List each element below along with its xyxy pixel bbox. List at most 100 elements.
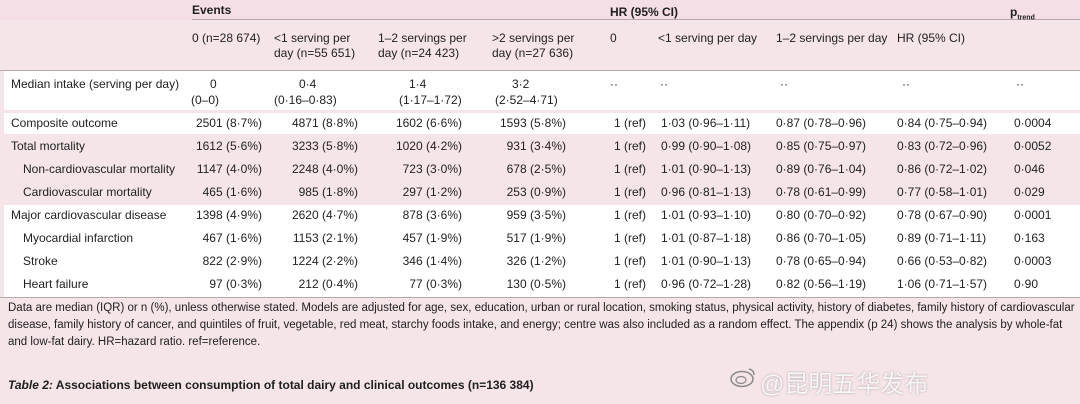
hr-ref-cell: 1 (ref) [613,254,646,268]
events-cell: 723 (3·0%) [402,162,462,176]
ptrend-cell: 0·046 [1014,162,1045,176]
median-label: Median intake (serving per day) [11,77,180,91]
median-row [4,71,1080,110]
events-col-0: 0 (n=28 674) [192,31,261,45]
hr-col-3: HR (95% CI) [897,31,966,45]
events-cell: 465 (1·6%) [202,185,262,199]
hr-cell: 1·01 (0·90–1·13) [661,162,752,176]
median-iqr: (2·52–4·71) [495,93,558,107]
weibo-icon [730,368,755,388]
events-cell: 4871 (8·8%) [291,116,358,130]
table-caption: Table 2: Associations between consumptio… [8,378,534,392]
hr-ref-cell: 1 (ref) [613,162,646,176]
header-band [0,0,1080,20]
row-label: Composite outcome [11,116,118,130]
hr-cell: 0·78 (0·65–0·94) [776,254,867,268]
events-cell: 346 (1·4%) [402,254,462,268]
composite-row-bg [4,113,1080,134]
median-placeholder: ·· [902,77,910,91]
ptrend-cell: 0·0004 [1014,116,1052,130]
hr-cell: 1·06 (0·71–1·57) [897,277,988,291]
hr-cell: 0·86 (0·70–1·05) [776,231,867,245]
hr-cell: 0·66 (0·53–0·82) [897,254,988,268]
hr-cell: 0·89 (0·76–1·04) [776,162,867,176]
hr-cell: 0·87 (0·78–0·96) [776,116,867,130]
events-cell: 2501 (8·7%) [195,116,262,130]
hr-cell: 0·80 (0·70–0·92) [776,208,867,222]
header-rule [192,19,1080,20]
hr-cell: 0·86 (0·72–1·02) [897,162,988,176]
events-cell: 457 (1·9%) [402,231,462,245]
median-iqr: (0–0) [191,93,220,107]
events-cell: 326 (1·2%) [506,254,566,268]
events-cell: 130 (0·5%) [506,277,566,291]
events-heading: Events [192,3,232,17]
hr-ref-cell: 1 (ref) [613,116,646,130]
hr-cell: 1·01 (0·93–1·10) [661,208,752,222]
hr-cell: 0·96 (0·81–1·13) [661,185,752,199]
hr-ref-cell: 1 (ref) [613,185,646,199]
events-cell: 1147 (4·0%) [196,162,262,176]
ptrend-cell: 0·163 [1014,231,1045,245]
events-cell: 1224 (2·2%) [291,254,358,268]
watermark: @昆明五华发布 [760,371,929,398]
footnote: Data are median (IQR) or n (%), unless o… [8,302,1075,348]
events-cell: 253 (0·9%) [506,185,566,199]
events-col-2: 1–2 servings per day (n=24 423) [378,31,467,60]
hr-cell: 0·78 (0·61–0·99) [776,185,867,199]
events-cell: 3233 (5·8%) [291,139,358,153]
events-cell: 212 (0·4%) [298,277,358,291]
hr-cell: 1·01 (0·87–1·18) [661,231,752,245]
events-cell: 822 (2·9%) [202,254,262,268]
header-bottom-rule [0,70,1080,71]
hr-cell: 1·01 (0·90–1·13) [661,254,752,268]
events-cell: 1602 (6·6%) [395,116,462,130]
table-bottom-rule [0,297,1080,298]
hr-ref-cell: 1 (ref) [613,231,646,245]
events-cell: 1020 (4·2%) [395,139,462,153]
events-cell: 1593 (5·8%) [499,116,566,130]
events-cell: 2620 (4·7%) [291,208,358,222]
hr-heading: HR (95% CI) [610,5,679,19]
events-cell: 517 (1·9%) [506,231,566,245]
events-col-3: >2 servings per day (n=27 636) [492,31,575,60]
hr-ref-cell: 1 (ref) [613,139,646,153]
events-cell: 959 (3·5%) [506,208,566,222]
median-value: 3·2 [512,77,530,91]
hr-col-0: 0 [610,31,617,45]
hr-ref-cell: 1 (ref) [613,277,646,291]
ptrend-cell: 0·90 [1014,277,1039,291]
hr-col-2: 1–2 servings per day [776,31,888,45]
events-cell: 297 (1·2%) [402,185,462,199]
hr-ref-cell: 1 (ref) [613,208,646,222]
hr-col-1: <1 serving per day [658,31,758,45]
hr-cell: 0·83 (0·72–0·96) [897,139,988,153]
hr-cell: 0·77 (0·58–1·01) [897,185,988,199]
events-cell: 1153 (2·1%) [292,231,358,245]
median-iqr: (1·17–1·72) [399,93,462,107]
row-label: Myocardial infarction [23,231,134,245]
hr-cell: 0·89 (0·71–1·11) [897,231,987,245]
median-value: 1·4 [409,77,427,91]
hr-cell: 0·99 (0·90–1·08) [661,139,752,153]
events-cell: 1612 (5·6%) [195,139,262,153]
events-cell: 77 (0·3%) [409,277,462,291]
row-label: Stroke [23,254,58,268]
events-col-1: <1 serving per day (n=55 651) [274,31,356,60]
hr-cell: 1·03 (0·96–1·11) [661,116,751,130]
hr-cell: 0·78 (0·67–0·90) [897,208,988,222]
median-iqr: (0·16–0·83) [274,93,337,107]
ptrend-cell: 0·0052 [1014,139,1052,153]
row-label: Cardiovascular mortality [23,185,152,199]
mcd-block-bg [4,205,1080,297]
median-placeholder: ·· [660,77,668,91]
median-value: 0 [210,77,217,91]
ptrend-cell: 0·0001 [1014,208,1052,222]
hr-cell: 0·96 (0·72–1·28) [661,277,752,291]
row-label: Total mortality [11,139,86,153]
ptrend-heading: ptrend [1010,5,1035,22]
median-placeholder: ·· [610,77,618,91]
median-placeholder: ·· [1016,77,1024,91]
median-placeholder: ·· [780,77,788,91]
events-cell: 985 (1·8%) [298,185,358,199]
